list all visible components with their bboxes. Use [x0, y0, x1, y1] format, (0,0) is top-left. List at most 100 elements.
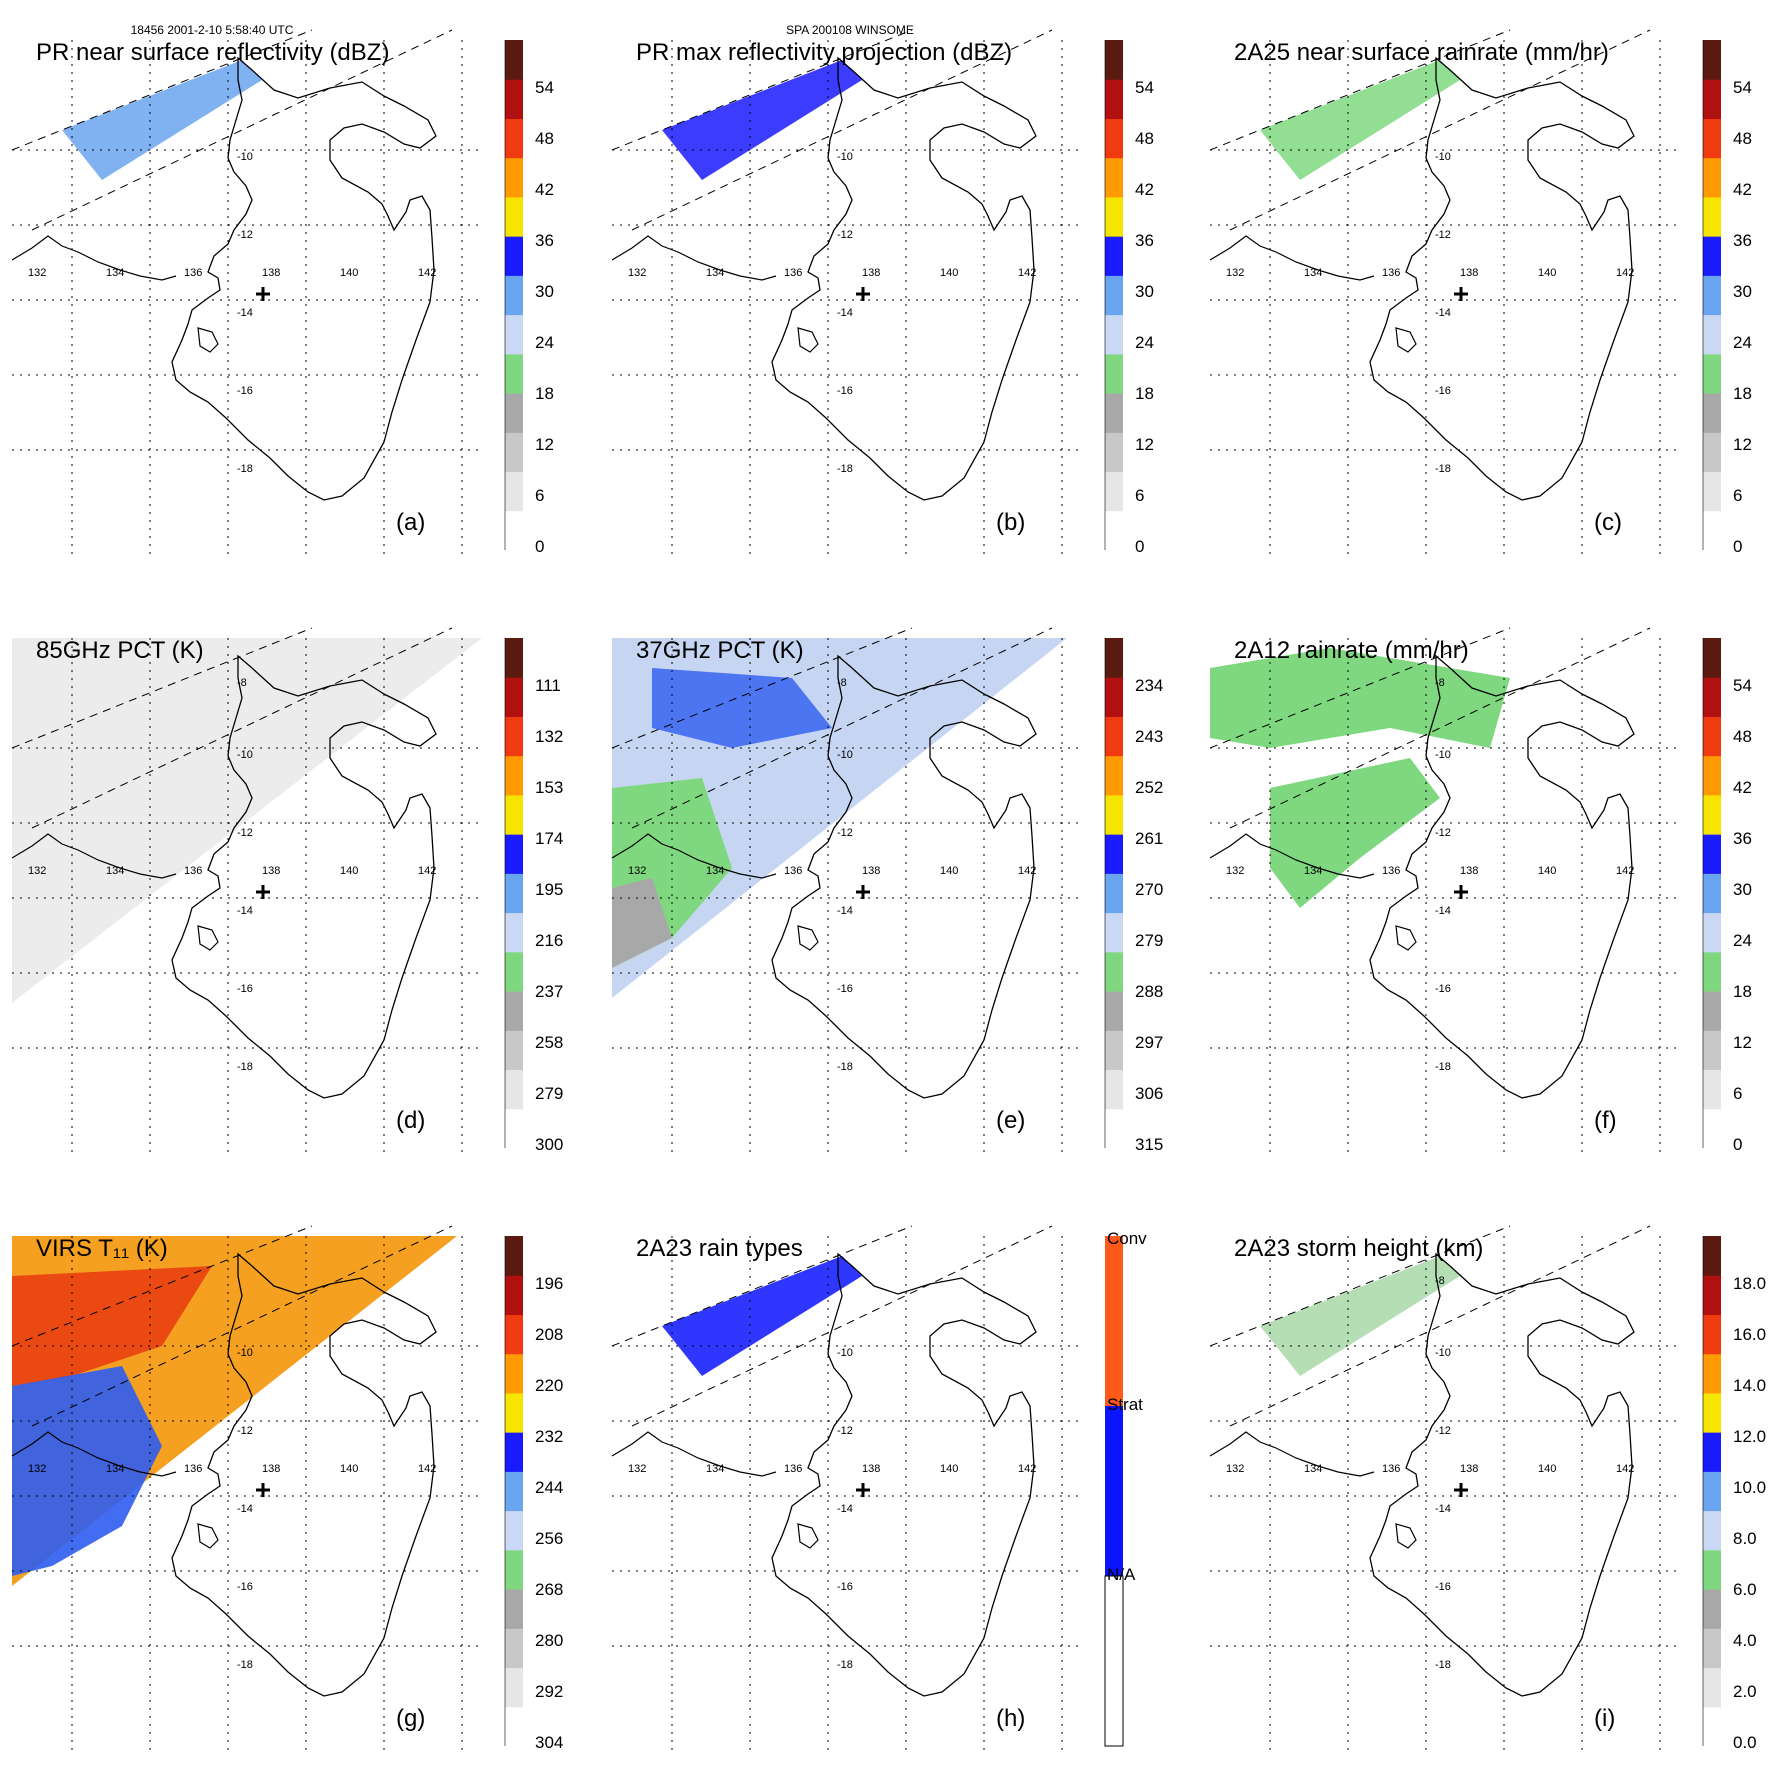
precip-echo-region [1260, 60, 1460, 180]
colorbar-segment [505, 1667, 523, 1708]
colorbar-segment [505, 638, 523, 678]
colorbar-label: 24 [535, 333, 554, 352]
radar-site-marker [256, 1483, 270, 1497]
colorbar-label: 234 [1135, 676, 1163, 695]
colorbar-label: 315 [1135, 1135, 1163, 1154]
colorbar-label: 54 [1733, 78, 1752, 97]
colorbar-segment [1105, 951, 1123, 992]
colorbar-segment [1105, 314, 1123, 355]
colorbar-label: 10.0 [1733, 1478, 1766, 1497]
colorbar-segment [505, 991, 523, 1031]
panel-f: 132 134 136 138 140 142 -8 -10 -12 -14 -16 -18 2A12 … [1209, 627, 1752, 1158]
swath-edge-south [31, 1225, 453, 1427]
lat-label: -14 [237, 1503, 253, 1515]
colorbar-segment [1703, 1510, 1721, 1551]
colorbar-label: 270 [1135, 880, 1163, 899]
panel-title: 85GHz PCT (K) [36, 637, 204, 664]
colorbar-segment [1105, 991, 1123, 1031]
swath-edge-north [611, 29, 913, 151]
island-coast [797, 327, 819, 353]
radar-site-marker [856, 1483, 870, 1497]
colorbar-segment [1703, 951, 1721, 992]
lat-label: -12 [1435, 229, 1451, 241]
panel-letter: (i) [1594, 1705, 1615, 1732]
colorbar-segment [505, 196, 523, 237]
colorbar-segment [1703, 1628, 1721, 1669]
colorbar: 196 208 220 232 244 256 268 280 292 304 [504, 1236, 563, 1752]
colorbar-segment [1105, 1069, 1123, 1110]
swath-edge-south [31, 627, 453, 829]
lon-label: 142 [418, 865, 436, 877]
colorbar-label: 232 [535, 1427, 563, 1446]
colorbar-label: 6 [1733, 486, 1742, 505]
colorbar-label: 36 [535, 231, 554, 250]
lon-label: 142 [1616, 267, 1634, 279]
swath-edge-north [1209, 29, 1511, 151]
swath-edge-south [1229, 29, 1651, 231]
colorbar-segment [1703, 1432, 1721, 1472]
lat-label: -12 [1435, 1425, 1451, 1437]
colorbar-label: 300 [535, 1135, 563, 1154]
colorbar-label: 30 [1135, 282, 1154, 301]
colorbar-segment [1703, 716, 1721, 757]
lat-label: -14 [237, 307, 253, 319]
panel-letter: (h) [996, 1705, 1025, 1732]
coastline [771, 56, 1037, 501]
colorbar-segment [1105, 196, 1123, 237]
panel-letter: (e) [996, 1107, 1025, 1134]
warm-cloud-region [12, 1366, 162, 1576]
colorbar-label: 111 [535, 676, 561, 695]
lat-label: -18 [837, 1061, 853, 1073]
west-coastline [611, 1431, 777, 1477]
colorbar-segment [1703, 834, 1721, 874]
lon-label: 142 [1018, 865, 1036, 877]
lat-label: -10 [237, 1347, 253, 1359]
panel-title: 2A12 rainrate (mm/hr) [1234, 637, 1469, 664]
coastline [1369, 1252, 1635, 1697]
lon-label: 136 [784, 267, 802, 279]
colorbar-segment [505, 1510, 523, 1551]
lat-label: -16 [1435, 983, 1451, 995]
lat-label: -16 [837, 1581, 853, 1593]
colorbar-segment [1703, 157, 1721, 198]
colorbar-segment [1703, 1471, 1721, 1512]
lat-label: -12 [1435, 827, 1451, 839]
colorbar-segment [1703, 510, 1721, 551]
colorbar-label: 0 [1733, 537, 1742, 556]
lat-label: -16 [1435, 385, 1451, 397]
colorbar-segment [1703, 1314, 1721, 1355]
lon-label: 138 [1460, 1463, 1478, 1475]
colorbar: 54 48 42 36 30 24 18 12 6 0 [1702, 638, 1752, 1154]
lat-label: -8 [1435, 677, 1445, 689]
colorbar-label: 42 [1733, 180, 1752, 199]
colorbar-segment [505, 1589, 523, 1629]
colorbar-label: 24 [1135, 333, 1154, 352]
swath-edge-north [611, 1225, 913, 1347]
lon-label: 132 [628, 267, 646, 279]
panel-title: 2A23 storm height (km) [1234, 1235, 1483, 1262]
panel-i: 132 134 136 138 140 142 -8 -10 -12 -14 -16 -18 2A23 … [1209, 1225, 1766, 1756]
colorbar-segment [1703, 1667, 1721, 1708]
west-coastline [11, 235, 177, 281]
colorbar-label: 18.0 [1733, 1274, 1766, 1293]
colorbar-segment [1703, 638, 1721, 678]
lat-label: -16 [237, 1581, 253, 1593]
lat-label: -10 [837, 151, 853, 163]
colorbar-segment [1105, 510, 1123, 551]
lon-label: 136 [784, 865, 802, 877]
colorbar-segment [1703, 794, 1721, 835]
colorbar-label: 252 [1135, 778, 1163, 797]
orbit-header: 18456 2001-2-10 5:58:40 UTC [131, 23, 294, 37]
colorbar-segment [505, 118, 523, 159]
lon-label: 138 [262, 267, 280, 279]
colorbar-label: 6.0 [1733, 1580, 1757, 1599]
colorbar-label: 18 [1135, 384, 1154, 403]
coastline [771, 1252, 1037, 1697]
lat-label: -10 [237, 749, 253, 761]
colorbar-segment [505, 471, 523, 512]
colorbar: 54 48 42 36 30 24 18 12 6 0 [1702, 40, 1752, 556]
lon-label: 142 [1616, 1463, 1634, 1475]
colorbar-segment [505, 1392, 523, 1433]
lat-label: -14 [1435, 1503, 1451, 1515]
swath-edge-north [1209, 627, 1511, 749]
